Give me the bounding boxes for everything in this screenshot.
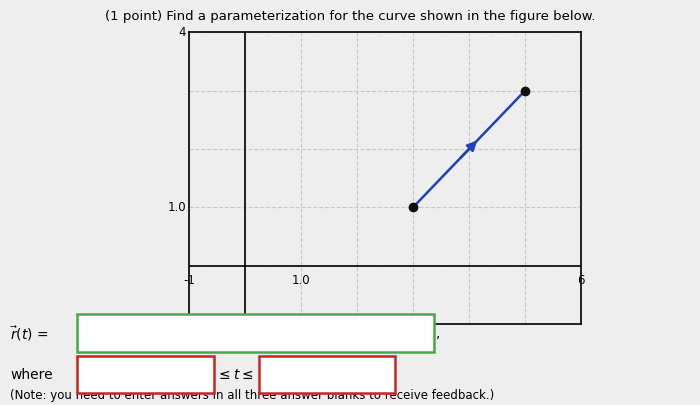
Text: 5: 5 bbox=[271, 367, 280, 381]
Text: -1: -1 bbox=[174, 318, 186, 330]
Text: 1.0: 1.0 bbox=[292, 275, 310, 288]
Text: 1.0: 1.0 bbox=[167, 201, 186, 214]
Text: where: where bbox=[10, 368, 53, 382]
Text: (Note: you need to enter answers in all three answer blanks to receive feedback.: (Note: you need to enter answers in all … bbox=[10, 389, 495, 402]
Text: ,: , bbox=[436, 326, 440, 340]
Text: 4: 4 bbox=[178, 26, 186, 39]
Text: 6: 6 bbox=[578, 275, 584, 288]
Text: (5,3)+t(2,2): (5,3)+t(2,2) bbox=[89, 326, 172, 340]
Text: $\leq t \leq$: $\leq t \leq$ bbox=[216, 368, 253, 382]
Text: (1 point) Find a parameterization for the curve shown in the figure below.: (1 point) Find a parameterization for th… bbox=[105, 10, 595, 23]
Text: -1: -1 bbox=[183, 275, 195, 288]
Text: $\vec{r}(t)$ =: $\vec{r}(t)$ = bbox=[10, 325, 49, 343]
Text: 0: 0 bbox=[89, 367, 98, 381]
